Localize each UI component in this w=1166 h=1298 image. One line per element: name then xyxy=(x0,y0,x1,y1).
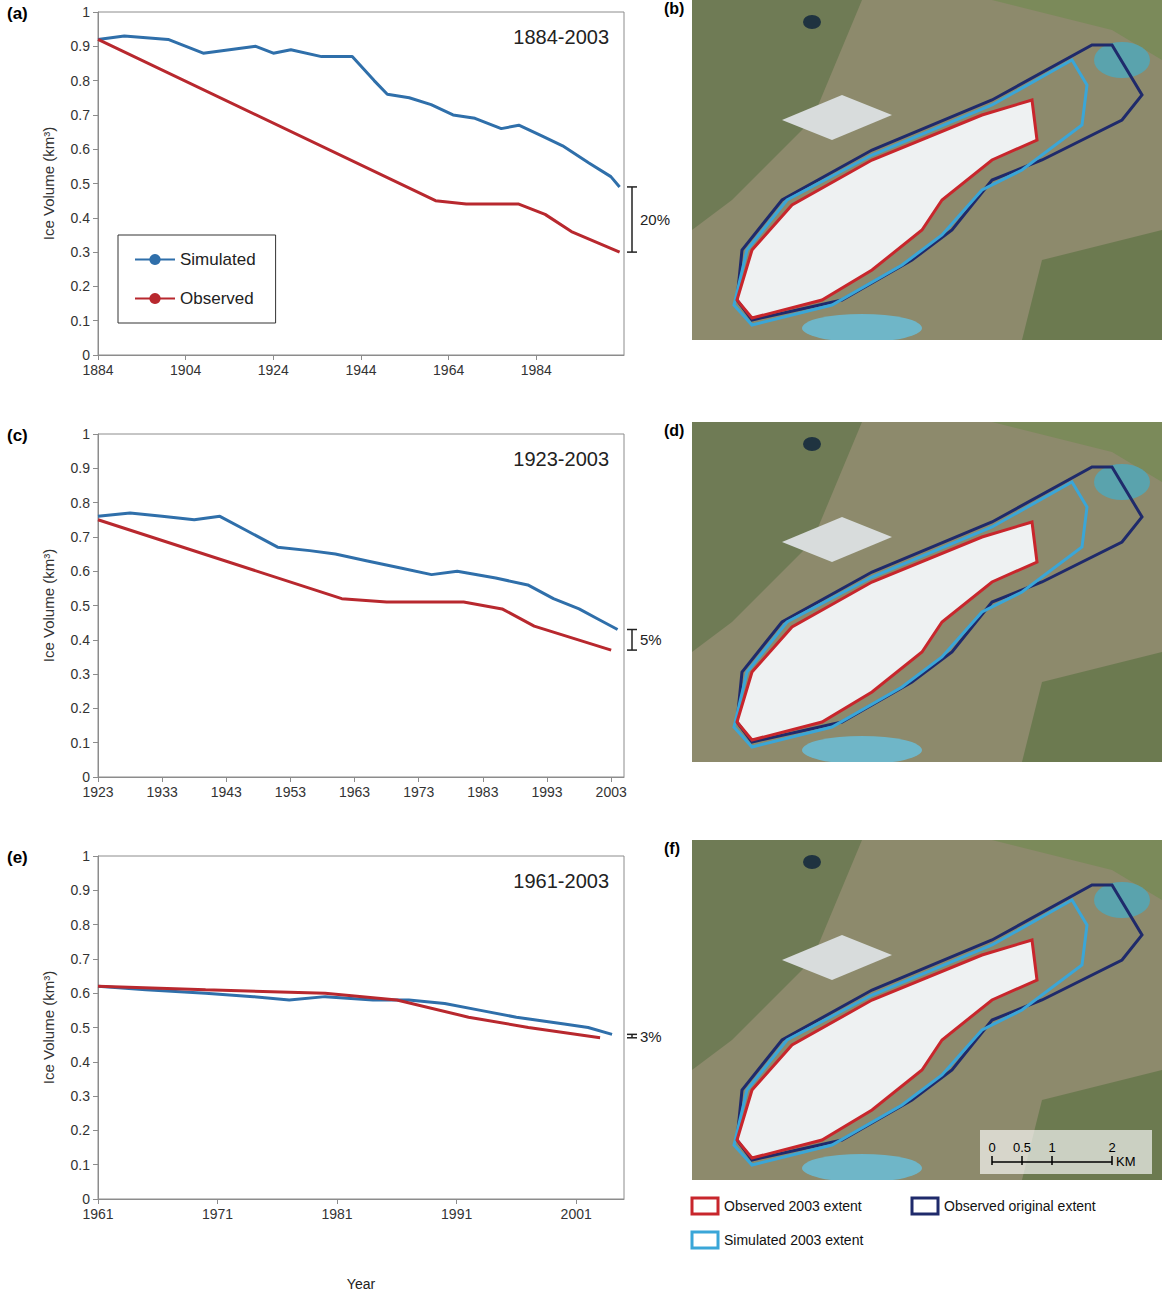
svg-text:0.3: 0.3 xyxy=(71,1088,91,1104)
svg-text:1991: 1991 xyxy=(441,1206,472,1222)
svg-text:0.1: 0.1 xyxy=(71,1157,91,1173)
svg-text:0.4: 0.4 xyxy=(71,632,91,648)
svg-text:1993: 1993 xyxy=(531,784,562,800)
svg-text:0.6: 0.6 xyxy=(71,985,91,1001)
svg-text:1961: 1961 xyxy=(82,1206,113,1222)
svg-text:0.6: 0.6 xyxy=(71,563,91,579)
svg-text:1904: 1904 xyxy=(170,362,201,378)
svg-text:1933: 1933 xyxy=(147,784,178,800)
svg-text:0.3: 0.3 xyxy=(71,244,91,260)
svg-text:20%: 20% xyxy=(640,211,670,228)
svg-text:KM: KM xyxy=(1116,1154,1136,1169)
svg-text:Simulated: Simulated xyxy=(180,250,256,269)
svg-text:1984: 1984 xyxy=(521,362,552,378)
svg-text:1: 1 xyxy=(82,4,90,20)
svg-text:2001: 2001 xyxy=(561,1206,592,1222)
svg-text:0.9: 0.9 xyxy=(71,38,91,54)
svg-text:1943: 1943 xyxy=(211,784,242,800)
svg-text:0.8: 0.8 xyxy=(71,495,91,511)
svg-text:0.5: 0.5 xyxy=(71,1020,91,1036)
svg-text:0.2: 0.2 xyxy=(71,1122,91,1138)
html-text:(b): (b) xyxy=(664,0,685,17)
svg-text:1983: 1983 xyxy=(467,784,498,800)
svg-text:1: 1 xyxy=(82,848,90,864)
svg-text:0: 0 xyxy=(988,1140,995,1155)
svg-text:1964: 1964 xyxy=(433,362,464,378)
svg-text:Ice Volume (km³): Ice Volume (km³) xyxy=(40,971,57,1084)
svg-text:1884: 1884 xyxy=(82,362,113,378)
svg-text:1923-2003: 1923-2003 xyxy=(513,448,609,470)
svg-text:Year: Year xyxy=(347,1276,376,1292)
svg-text:0.8: 0.8 xyxy=(71,917,91,933)
svg-text:(c): (c) xyxy=(7,426,28,445)
svg-text:Simulated 2003 extent: Simulated 2003 extent xyxy=(724,1232,863,1248)
svg-text:0.1: 0.1 xyxy=(71,313,91,329)
svg-text:5%: 5% xyxy=(640,631,662,648)
svg-text:0.5: 0.5 xyxy=(71,598,91,614)
svg-text:0.5: 0.5 xyxy=(71,176,91,192)
svg-text:1973: 1973 xyxy=(403,784,434,800)
svg-text:1963: 1963 xyxy=(339,784,370,800)
svg-text:1953: 1953 xyxy=(275,784,306,800)
svg-text:0.1: 0.1 xyxy=(71,735,91,751)
svg-text:0.3: 0.3 xyxy=(71,666,91,682)
svg-text:2: 2 xyxy=(1108,1140,1115,1155)
svg-text:1981: 1981 xyxy=(322,1206,353,1222)
svg-text:1924: 1924 xyxy=(258,362,289,378)
svg-text:1961-2003: 1961-2003 xyxy=(513,870,609,892)
svg-text:0.2: 0.2 xyxy=(71,278,91,294)
html-text:(d): (d) xyxy=(664,422,685,439)
svg-text:1923: 1923 xyxy=(82,784,113,800)
svg-text:(e): (e) xyxy=(7,848,28,867)
svg-text:0.9: 0.9 xyxy=(71,460,91,476)
svg-text:0.2: 0.2 xyxy=(71,700,91,716)
svg-text:0: 0 xyxy=(82,769,90,785)
svg-text:0.5: 0.5 xyxy=(1013,1140,1031,1155)
svg-text:0.4: 0.4 xyxy=(71,1054,91,1070)
svg-text:1: 1 xyxy=(82,426,90,442)
svg-text:Observed 2003 extent: Observed 2003 extent xyxy=(724,1198,862,1214)
svg-text:1884-2003: 1884-2003 xyxy=(513,26,609,48)
svg-text:0.4: 0.4 xyxy=(71,210,91,226)
svg-text:Observed: Observed xyxy=(180,289,254,308)
svg-text:Ice Volume (km³): Ice Volume (km³) xyxy=(40,127,57,240)
svg-text:0.7: 0.7 xyxy=(71,951,91,967)
svg-text:1944: 1944 xyxy=(345,362,376,378)
svg-text:1971: 1971 xyxy=(202,1206,233,1222)
svg-text:2003: 2003 xyxy=(596,784,627,800)
svg-text:1: 1 xyxy=(1048,1140,1055,1155)
svg-text:0.8: 0.8 xyxy=(71,73,91,89)
svg-text:3%: 3% xyxy=(640,1028,662,1045)
svg-text:0.6: 0.6 xyxy=(71,141,91,157)
svg-text:Observed original extent: Observed original extent xyxy=(944,1198,1096,1214)
svg-text:0: 0 xyxy=(82,347,90,363)
html-text:(f): (f) xyxy=(664,840,680,857)
svg-text:(a): (a) xyxy=(7,4,28,23)
svg-text:0.7: 0.7 xyxy=(71,529,91,545)
svg-text:Ice Volume (km³): Ice Volume (km³) xyxy=(40,549,57,662)
svg-text:0: 0 xyxy=(82,1191,90,1207)
svg-text:0.9: 0.9 xyxy=(71,882,91,898)
svg-text:0.7: 0.7 xyxy=(71,107,91,123)
